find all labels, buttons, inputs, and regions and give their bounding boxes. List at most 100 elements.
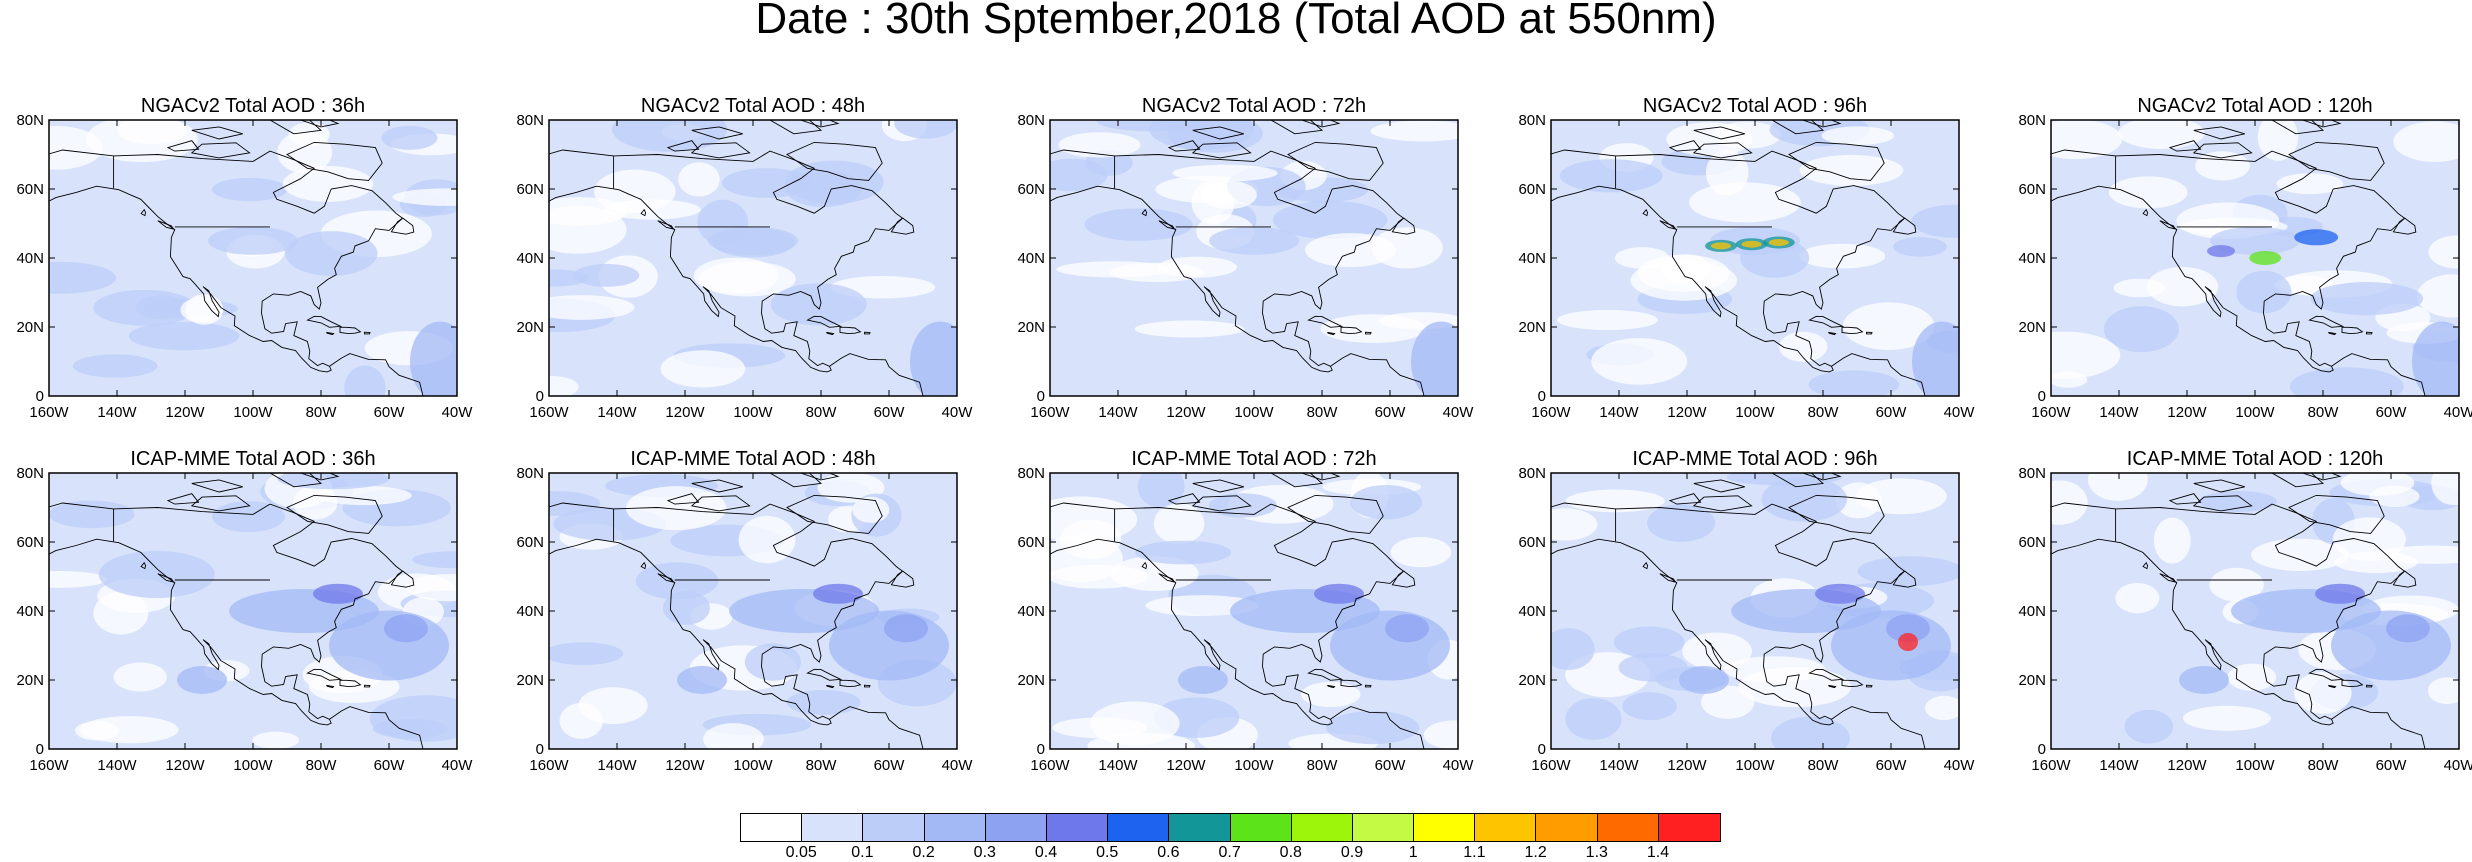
colorbar-swatch xyxy=(1536,814,1598,841)
lat-tick-label: 40N xyxy=(1017,250,1045,267)
lon-tick-label: 160W xyxy=(1030,757,1070,774)
colorbar-swatch xyxy=(1352,814,1415,841)
colorbar-swatch xyxy=(1046,814,1109,841)
lon-tick-label: 120W xyxy=(2167,757,2207,774)
lon-tick-label: 60W xyxy=(1876,757,1908,774)
lat-tick-label: 60N xyxy=(1518,534,1546,551)
lon-tick-label: 40W xyxy=(942,404,974,421)
lat-tick-label: 0 xyxy=(1037,741,1045,758)
lon-tick-label: 100W xyxy=(233,404,273,421)
colorbar-swatch xyxy=(1169,814,1231,841)
lon-tick-label: 100W xyxy=(733,757,773,774)
panel-title: NGACv2 Total AOD : 36h xyxy=(141,95,365,117)
lon-tick-label: 60W xyxy=(874,757,906,774)
panel-title: NGACv2 Total AOD : 72h xyxy=(1142,95,1366,117)
lat-tick-label: 40N xyxy=(16,250,44,267)
lon-tick-label: 80W xyxy=(806,404,838,421)
lon-tick-label: 60W xyxy=(1876,404,1908,421)
lon-tick-label: 120W xyxy=(1166,404,1206,421)
colorbar-swatch xyxy=(1475,814,1537,841)
lat-tick-label: 0 xyxy=(536,388,544,405)
lon-tick-label: 140W xyxy=(97,757,137,774)
lat-tick-label: 80N xyxy=(2018,112,2046,129)
colorbar-swatch xyxy=(1658,814,1720,841)
lon-tick-label: 140W xyxy=(1098,404,1138,421)
lon-tick-label: 60W xyxy=(1375,757,1407,774)
panel-title: ICAP-MME Total AOD : 72h xyxy=(1131,448,1376,470)
colorbar-label: 1.3 xyxy=(1585,844,1608,861)
lat-tick-label: 40N xyxy=(516,250,544,267)
lon-tick-label: 60W xyxy=(1375,404,1407,421)
colorbar-swatch xyxy=(863,814,925,841)
lon-tick-label: 100W xyxy=(233,757,273,774)
lon-tick-label: 120W xyxy=(1166,757,1206,774)
panel-title: NGACv2 Total AOD : 96h xyxy=(1643,95,1867,117)
lat-tick-label: 80N xyxy=(16,465,44,482)
lon-tick-label: 80W xyxy=(2308,757,2340,774)
panel-title: ICAP-MME Total AOD : 48h xyxy=(630,448,875,470)
panel-title: ICAP-MME Total AOD : 36h xyxy=(130,448,375,470)
colorbar-label: 1.2 xyxy=(1524,844,1547,861)
lon-tick-label: 60W xyxy=(374,404,406,421)
lat-tick-label: 60N xyxy=(1017,534,1045,551)
colorbar xyxy=(740,813,1721,842)
lat-tick-label: 80N xyxy=(16,112,44,129)
lon-tick-label: 100W xyxy=(1735,404,1775,421)
lat-tick-label: 40N xyxy=(2018,250,2046,267)
lon-tick-label: 80W xyxy=(1808,404,1840,421)
map-panel: ICAP-MME Total AOD : 48h 80N 60N 40N 20N 0160… xyxy=(516,448,973,774)
lon-tick-label: 160W xyxy=(1030,404,1070,421)
colorbar-label: 0.8 xyxy=(1279,844,1302,861)
lon-tick-label: 40W xyxy=(1443,757,1475,774)
lon-tick-label: 120W xyxy=(165,404,205,421)
lon-tick-label: 120W xyxy=(2167,404,2207,421)
lat-tick-label: 40N xyxy=(16,603,44,620)
lat-tick-label: 60N xyxy=(1017,181,1045,198)
lon-tick-label: 140W xyxy=(2099,757,2139,774)
lon-tick-label: 40W xyxy=(2444,757,2472,774)
lon-tick-label: 160W xyxy=(2031,404,2071,421)
lon-tick-label: 160W xyxy=(529,757,569,774)
colorbar-swatch xyxy=(1291,814,1353,841)
lon-tick-label: 80W xyxy=(1307,757,1339,774)
lat-tick-label: 20N xyxy=(1518,672,1546,689)
colorbar-label: 1.4 xyxy=(1646,844,1670,861)
lat-tick-label: 80N xyxy=(1518,112,1546,129)
lat-tick-label: 40N xyxy=(1017,603,1045,620)
lon-tick-label: 100W xyxy=(1735,757,1775,774)
lon-tick-label: 60W xyxy=(374,757,406,774)
lon-tick-label: 80W xyxy=(2308,404,2340,421)
lat-tick-label: 80N xyxy=(516,465,544,482)
panel-title: NGACv2 Total AOD : 48h xyxy=(641,95,865,117)
lat-tick-label: 60N xyxy=(2018,534,2046,551)
panel-title: NGACv2 Total AOD : 120h xyxy=(2137,95,2372,117)
colorbar-swatch xyxy=(1414,814,1476,841)
lat-tick-label: 20N xyxy=(516,319,544,336)
page-title: Date : 30th Sptember,2018 (Total AOD at … xyxy=(755,0,1717,43)
colorbar-label: 0.05 xyxy=(785,844,817,861)
lat-tick-label: 60N xyxy=(516,534,544,551)
colorbar-swatch xyxy=(1230,814,1292,841)
lon-tick-label: 140W xyxy=(2099,404,2139,421)
lat-tick-label: 20N xyxy=(516,672,544,689)
lon-tick-label: 60W xyxy=(2376,404,2408,421)
lon-tick-label: 100W xyxy=(2235,404,2275,421)
lon-tick-label: 120W xyxy=(665,404,705,421)
lat-tick-label: 20N xyxy=(1017,672,1045,689)
map-panel: ICAP-MME Total AOD : 120h 80N 60N 40N 20N 016… xyxy=(2018,448,2472,774)
lon-tick-label: 160W xyxy=(1531,404,1571,421)
lon-tick-label: 160W xyxy=(2031,757,2071,774)
panel-title: ICAP-MME Total AOD : 96h xyxy=(1632,448,1877,470)
map-panel: ICAP-MME Total AOD : 36h 80N 60N 40N 20N 0160… xyxy=(16,448,473,774)
colorbar-label: 0.6 xyxy=(1157,844,1180,861)
lon-tick-label: 100W xyxy=(733,404,773,421)
colorbar-label: 1.1 xyxy=(1463,844,1486,861)
colorbar-label: 0.7 xyxy=(1218,844,1241,861)
lon-tick-label: 160W xyxy=(29,404,69,421)
lat-tick-label: 80N xyxy=(2018,465,2046,482)
lon-tick-label: 80W xyxy=(1808,757,1840,774)
lon-tick-label: 140W xyxy=(97,404,137,421)
